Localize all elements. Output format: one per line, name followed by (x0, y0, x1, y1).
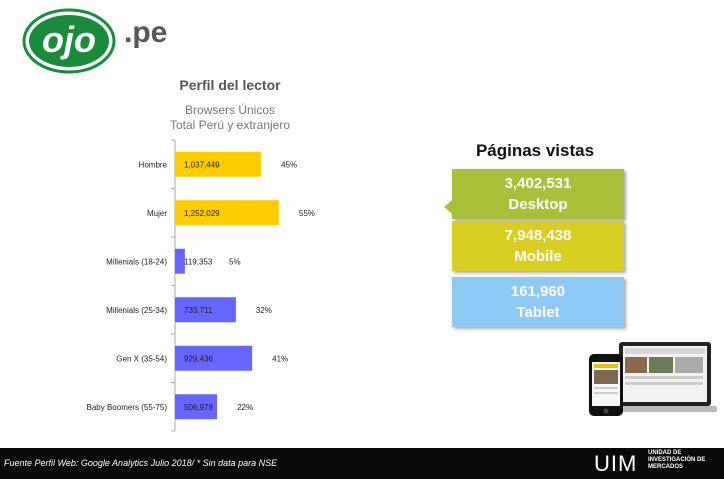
bar (175, 151, 262, 177)
bar (175, 200, 279, 226)
bar-value-label: 506,978 (184, 403, 213, 412)
logo-text: ojo (42, 19, 96, 60)
bar-value-label: 119,353 (184, 257, 213, 266)
logo-suffix: .pe (124, 16, 168, 49)
bar (175, 394, 218, 420)
chart-subtitle-1: Browsers Únicos (184, 103, 276, 117)
reader-profile-bar-chart: Hombre 1,037,449 45% Mujer 1,252,029 55% Mille… (87, 139, 315, 432)
bar-percent-label: 45% (281, 160, 297, 169)
page-views-tablet-card: 161,960 Tablet (452, 277, 624, 327)
page-views-tablet-value: 161,960 (510, 283, 566, 300)
uim-fullname: UNIDAD DE INVESTIGACIÓN DE MERCADOS (648, 450, 724, 471)
page-views-desktop-value: 3,402,531 (504, 175, 572, 192)
category-label: Baby Boomers (55-75) (87, 403, 168, 412)
page-views-desktop-card: 3,402,531 Desktop (452, 169, 624, 219)
bar-percent-label: 32% (256, 306, 272, 315)
category-label: Hombre (139, 160, 168, 169)
page-views-mobile-value: 7,948,438 (504, 227, 572, 244)
chart-title: Perfil del lector (179, 77, 281, 93)
bar-percent-label: 41% (272, 354, 288, 363)
uim-line-3: MERCADOS (648, 464, 684, 470)
page-views-mobile-label: Mobile (514, 248, 562, 265)
devices-illustration (589, 342, 717, 416)
chart-subtitle-2: Total Perú y extranjero (169, 118, 291, 132)
page-views-tablet-label: Tablet (516, 304, 560, 321)
uim-logo: UIM (594, 451, 638, 476)
category-label: Gen X (35-54) (116, 354, 167, 363)
bar-percent-label: 22% (237, 403, 253, 412)
bar-value-label: 733,711 (184, 306, 213, 315)
bar (175, 345, 253, 371)
page-views-mobile-card: 7,948,438 Mobile (452, 221, 624, 271)
bar (175, 248, 185, 274)
category-label: Millenials (25-34) (106, 306, 167, 315)
uim-line-2: INVESTIGACIÓN DE (648, 457, 706, 463)
bar-percent-label: 5% (229, 257, 241, 266)
page-views-title: Páginas vistas (475, 141, 595, 160)
pointer-arrow (444, 200, 452, 214)
ojo-logo: ojo (22, 8, 116, 74)
uim-line-1: UNIDAD DE (648, 450, 682, 456)
page-views-desktop-label: Desktop (508, 196, 568, 213)
bar-value-label: 1,037,449 (184, 160, 220, 169)
bar-percent-label: 55% (299, 209, 315, 218)
source-note: Fuente Perfil Web: Google Analytics Juli… (4, 458, 278, 468)
footer-bar: Fuente Perfil Web: Google Analytics Juli… (0, 448, 724, 479)
bar-value-label: 929,436 (184, 354, 213, 363)
category-label: Millenials (18-24) (106, 257, 167, 266)
bar-value-label: 1,252,029 (184, 209, 220, 218)
bar (175, 297, 236, 323)
category-label: Mujer (147, 209, 167, 218)
